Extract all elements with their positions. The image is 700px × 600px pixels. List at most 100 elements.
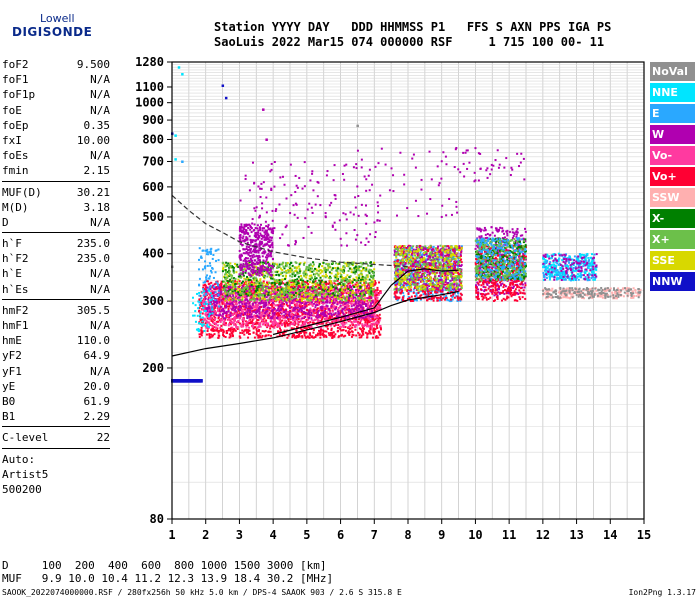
echo-point	[223, 319, 226, 322]
echo-point	[351, 281, 354, 284]
echo-point	[267, 262, 270, 265]
echo-point	[274, 312, 277, 315]
echo-point	[365, 299, 368, 302]
param-value: N/A	[90, 215, 110, 229]
echo-point	[223, 285, 226, 288]
echo-point	[234, 262, 237, 265]
param-name: fxI	[2, 133, 22, 147]
echo-point	[368, 282, 371, 285]
echo-point	[271, 321, 274, 324]
echo-point	[288, 289, 291, 292]
echo-point	[293, 300, 296, 303]
echo-point	[225, 297, 228, 300]
echo-point	[268, 282, 271, 285]
param-name: fmin	[2, 164, 29, 178]
echo-point	[316, 316, 319, 319]
echo-point	[224, 287, 227, 290]
echo-point	[318, 315, 321, 318]
echo-point	[347, 332, 350, 335]
echo-point	[280, 271, 283, 274]
echo-point	[253, 293, 256, 296]
echo-point	[320, 279, 323, 282]
echo-point	[361, 308, 364, 311]
echo-point	[347, 269, 350, 272]
echo-point	[259, 332, 262, 335]
echo-point	[243, 295, 246, 298]
echo-point	[311, 305, 314, 308]
param-row-he: h`E N/A	[2, 266, 110, 281]
echo-point	[324, 301, 327, 304]
echo-point	[334, 290, 337, 293]
echo-point	[285, 265, 288, 268]
echo-point	[358, 276, 361, 279]
echo-point	[324, 313, 327, 316]
echo-point	[286, 295, 289, 298]
echo-point	[207, 283, 210, 286]
echo-point	[340, 279, 343, 282]
echo-point	[274, 324, 277, 327]
echo-point	[297, 275, 300, 278]
echo-point	[295, 289, 298, 292]
echo-point	[329, 292, 332, 295]
echo-point	[337, 312, 340, 315]
echo-point	[372, 332, 375, 335]
echo-point	[241, 284, 244, 287]
echo-point	[227, 307, 230, 310]
echo-point	[319, 331, 322, 334]
echo-point	[231, 274, 234, 277]
param-value: N/A	[90, 103, 110, 117]
echo-point	[321, 265, 324, 268]
echo-point	[304, 294, 307, 297]
echo-point	[329, 279, 332, 282]
echo-point	[371, 310, 374, 313]
echo-point	[369, 332, 372, 335]
echo-point	[275, 304, 278, 307]
echo-point	[216, 280, 219, 283]
echo-point	[374, 328, 377, 331]
echo-point	[347, 309, 350, 312]
echo-point	[345, 299, 348, 302]
echo-point	[361, 332, 364, 335]
echo-point	[355, 320, 358, 323]
echo-point	[370, 322, 373, 325]
echo-point	[217, 317, 220, 320]
echo-point	[283, 323, 286, 326]
echo-point	[266, 286, 269, 289]
echo-point	[243, 333, 246, 336]
echo-point	[317, 270, 320, 273]
echo-point	[239, 331, 242, 334]
echo-point	[316, 272, 319, 275]
echo-point	[352, 262, 355, 265]
echo-point	[337, 282, 340, 285]
echo-point	[224, 284, 227, 287]
echo-point	[345, 321, 348, 324]
echo-point	[212, 321, 215, 324]
echo-point	[224, 269, 227, 272]
echo-point	[224, 322, 227, 325]
echo-point	[310, 317, 313, 320]
echo-point	[340, 322, 343, 325]
echo-point	[257, 251, 260, 254]
echo-point	[240, 282, 243, 285]
echo-point	[326, 299, 329, 302]
echo-point	[254, 314, 257, 317]
echo-point	[199, 315, 202, 318]
echo-point	[267, 306, 270, 309]
echo-point	[339, 288, 342, 291]
echo-point	[217, 331, 220, 334]
echo-point	[352, 304, 355, 307]
echo-point	[256, 266, 259, 269]
echo-point	[208, 335, 211, 338]
echo-point	[271, 277, 274, 280]
echo-point	[356, 314, 359, 317]
echo-point	[212, 294, 215, 297]
echo-point	[320, 329, 323, 332]
echo-point	[215, 304, 218, 307]
echo-point	[350, 330, 353, 333]
echo-point	[198, 333, 201, 336]
echo-point	[342, 325, 345, 328]
echo-point	[336, 291, 339, 294]
echo-point	[377, 293, 380, 296]
echo-point	[313, 267, 316, 270]
echo-point	[309, 270, 312, 273]
